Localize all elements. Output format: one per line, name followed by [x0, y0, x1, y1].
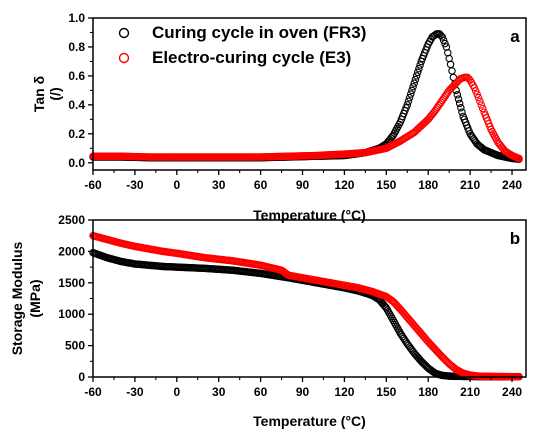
data-point: [412, 72, 421, 80]
data-point: [450, 81, 458, 90]
y-axis: 0 500 1000 1500 2000 2500: [58, 213, 93, 384]
x-tick-label: 30: [212, 178, 226, 192]
data-point: [411, 75, 420, 84]
data-point: [455, 99, 464, 108]
data-point: [471, 87, 480, 95]
data-point: [470, 83, 479, 92]
data-point: [416, 61, 424, 69]
data-point: [405, 93, 414, 102]
x-tick-label: 210: [460, 385, 480, 399]
x-tick-label: -60: [84, 178, 102, 192]
x-tick-label: 60: [254, 178, 268, 192]
y-tick-label: 1000: [58, 307, 85, 321]
x-tick-label: 240: [502, 178, 522, 192]
x-axis: -60 -30 0 30 60 90 120 150 180 210 240: [84, 170, 522, 192]
data-point: [415, 64, 423, 73]
series-group: [89, 231, 523, 381]
data-point: [446, 60, 455, 69]
data-point: [478, 104, 487, 113]
x-tick-label: 0: [173, 178, 180, 192]
x-tick-label: 210: [460, 178, 480, 192]
y-tick-label: 0.8: [68, 40, 85, 54]
y-tick-label: 1500: [58, 276, 85, 290]
x-tick-label: 30: [212, 385, 226, 399]
data-point: [403, 101, 412, 109]
data-point: [413, 68, 422, 77]
y-axis-title: Tan δ: [31, 76, 47, 112]
y-tick-label: 2500: [58, 213, 85, 227]
data-point: [408, 86, 416, 95]
x-tick-label: 180: [418, 385, 438, 399]
plot-frame: [92, 17, 527, 171]
data-point: [438, 33, 446, 41]
data-point: [474, 93, 483, 102]
series-group: [89, 30, 523, 163]
legend-label: Electro-curing cycle (E3): [152, 48, 351, 67]
panel-a-tan-delta-chart: -60 -30 0 30 60 90 120 150 180 210 240 0.0 0.2 0.4 0.6…: [31, 11, 527, 223]
x-tick-label: -30: [126, 385, 144, 399]
legend-marker: [118, 52, 130, 64]
y-tick-label: 0.2: [68, 127, 85, 141]
plot-frame: [92, 219, 527, 378]
x-tick-label: 90: [296, 178, 310, 192]
legend-label: Curing cycle in oven (FR3): [152, 23, 366, 42]
x-tick-label: 120: [334, 178, 354, 192]
x-tick-label: 180: [418, 178, 438, 192]
data-point: [458, 108, 466, 116]
data-point: [410, 79, 419, 87]
data-point: [476, 97, 484, 105]
x-axis-title: Temperature (°C): [253, 413, 366, 429]
series-fr3: [89, 248, 523, 381]
x-tick-label: 150: [376, 178, 396, 192]
y-tick-label: 0.4: [68, 98, 85, 112]
y-tick-label: 0.0: [68, 156, 85, 170]
legend-marker: [118, 27, 130, 39]
panel-b-storage-modulus-chart: -60 -30 0 30 60 90 120 150 180 210 240 0 500 1000 1500…: [9, 213, 527, 429]
y-axis-unit: (MPa): [27, 279, 43, 317]
data-point: [439, 36, 448, 44]
data-point: [457, 104, 465, 112]
x-tick-label: 240: [502, 385, 522, 399]
panel-letter: a: [510, 27, 520, 46]
data-point: [448, 67, 456, 75]
x-tick-label: 0: [173, 385, 180, 399]
data-point: [477, 101, 486, 109]
x-tick-label: 90: [296, 385, 310, 399]
data-point: [404, 97, 413, 105]
data-point: [515, 154, 523, 163]
panel-letter: b: [510, 229, 520, 248]
series-e3: [89, 231, 523, 381]
y-axis: 0.0 0.2 0.4 0.6 0.8 1.0: [68, 11, 93, 170]
y-tick-label: 0: [78, 370, 85, 384]
x-tick-label: -30: [126, 178, 144, 192]
x-tick-label: 150: [376, 385, 396, 399]
x-tick-label: -60: [84, 385, 102, 399]
data-point: [473, 90, 481, 98]
x-tick-label: 120: [334, 385, 354, 399]
x-axis-title: Temperature (°C): [253, 207, 366, 223]
data-point: [441, 39, 449, 48]
data-point: [407, 90, 415, 98]
y-tick-label: 2000: [58, 244, 85, 258]
y-axis-title: Storage Modulus: [9, 242, 25, 356]
y-tick-label: 0.6: [68, 69, 85, 83]
data-point: [409, 83, 417, 91]
data-point: [454, 95, 463, 103]
series-e3: [89, 73, 523, 163]
legend: Curing cycle in oven (FR3) Electro-curing…: [118, 23, 366, 67]
y-tick-label: 1.0: [68, 11, 85, 25]
y-tick-label: 500: [65, 339, 85, 353]
data-point: [453, 90, 462, 99]
x-tick-label: 60: [254, 385, 268, 399]
x-axis: -60 -30 0 30 60 90 120 150 180 210 240: [84, 377, 522, 399]
y-axis-unit: (/): [47, 87, 63, 100]
